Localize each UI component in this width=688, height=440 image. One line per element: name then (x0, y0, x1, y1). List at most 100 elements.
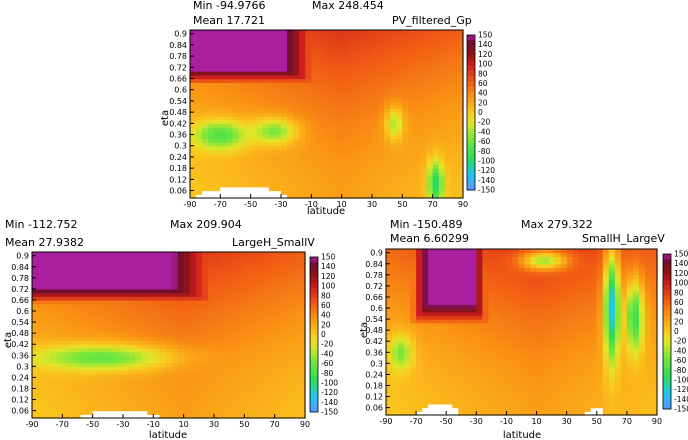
heat-cell (440, 344, 447, 350)
heat-cell (220, 314, 227, 319)
heat-cell (470, 355, 477, 361)
heat-cell (86, 255, 94, 260)
heat-cell (123, 351, 130, 356)
heat-cell (62, 274, 69, 279)
heat-cell (177, 307, 185, 312)
heat-cell (250, 318, 258, 323)
heat-cell (384, 44, 391, 50)
heat-cell (183, 414, 191, 419)
heat-cell (274, 156, 282, 162)
heat-cell (440, 326, 447, 331)
heat-cell (444, 82, 452, 87)
heat-cell (86, 392, 94, 397)
heat-cell (201, 303, 209, 308)
heat-cell (274, 274, 282, 279)
heat-cell (262, 373, 270, 379)
heat-cell (470, 267, 477, 272)
heat-cell (450, 168, 458, 173)
heat-cell (378, 41, 385, 46)
heat-cell (44, 329, 51, 334)
heat-cell (281, 41, 288, 46)
heat-cell (458, 378, 465, 383)
heat-cell (404, 285, 411, 291)
heat-cell (432, 82, 440, 87)
heat-cell (268, 186, 276, 192)
heat-cell (262, 377, 270, 382)
heat-cell (386, 392, 393, 398)
heat-cell (434, 315, 441, 320)
heat-cell (476, 352, 483, 357)
heat-cell (458, 411, 465, 416)
heat-cell (432, 112, 440, 117)
heat-cell (372, 89, 379, 95)
heat-cell (464, 271, 471, 276)
heat-cell (365, 145, 373, 151)
heat-cell (110, 395, 118, 401)
heat-cell (286, 336, 294, 342)
heat-cell (50, 299, 57, 305)
heat-cell (116, 274, 124, 279)
heat-cell (434, 293, 441, 298)
heat-cell (147, 311, 154, 316)
heat-cell (68, 388, 76, 393)
heat-cell (208, 97, 215, 102)
heat-cell (68, 377, 76, 382)
heat-cell (470, 260, 477, 265)
heat-cell (165, 358, 173, 364)
heat-cell (147, 296, 154, 301)
heat-cell (450, 30, 458, 35)
heat-cell (305, 78, 312, 83)
heat-cell (262, 74, 270, 80)
heat-cell (456, 160, 464, 165)
heatmap-plot: -90 -70 -50 -30 -10 10 30 50 70 900.060.120.180.2… (11, 251, 310, 429)
heat-cell (32, 370, 39, 375)
heat-cell (298, 403, 306, 408)
heat-cell (428, 263, 435, 269)
heat-cell (456, 194, 464, 199)
heat-cell (250, 406, 258, 412)
heat-cell (165, 255, 173, 260)
heat-cell (434, 396, 441, 401)
heat-cell (392, 341, 399, 346)
heat-cell (341, 123, 349, 128)
heat-cell (232, 270, 239, 275)
heat-cell (365, 78, 373, 83)
heat-cell (214, 97, 221, 102)
heat-cell (244, 179, 252, 184)
heat-cell (74, 318, 82, 323)
heat-cell (238, 82, 246, 87)
heat-cell (404, 293, 411, 298)
heat-cell (147, 274, 154, 279)
heat-cell (372, 93, 379, 98)
heat-cell (456, 82, 464, 87)
heat-cell (426, 59, 434, 65)
heat-cell (422, 274, 429, 280)
heat-cell (44, 255, 51, 260)
heat-cell (404, 315, 411, 320)
heat-cell (244, 347, 251, 353)
heat-cell (141, 266, 148, 272)
heat-cell (244, 186, 252, 192)
heat-cell (396, 104, 403, 109)
heat-cell (422, 282, 429, 287)
heat-cell (398, 278, 405, 283)
heat-cell (452, 330, 459, 335)
heat-cell (232, 145, 240, 151)
heat-cell (365, 48, 373, 53)
heat-cell (341, 78, 349, 83)
heat-cell (426, 112, 434, 117)
heat-cell (80, 252, 88, 257)
heat-cell (232, 351, 239, 356)
heat-cell (359, 78, 367, 83)
heat-cell (104, 358, 112, 364)
heat-cell (311, 156, 318, 162)
heat-cell (86, 263, 94, 268)
heat-cell (414, 97, 422, 102)
heat-cell (68, 366, 76, 371)
heat-cell (262, 100, 270, 106)
heat-cell (470, 311, 477, 316)
heat-cell (347, 168, 355, 173)
heat-cell (384, 115, 391, 121)
y-tick-label: 0.3 (16, 362, 29, 371)
heat-cell (287, 127, 294, 132)
